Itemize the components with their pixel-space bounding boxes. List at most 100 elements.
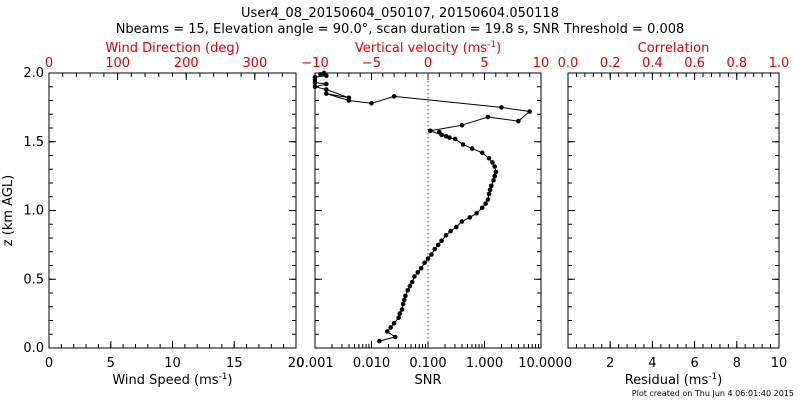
velocity-point bbox=[409, 279, 415, 285]
bottom-axis-label: Residual (ms-1) bbox=[625, 372, 723, 388]
top-tick-label: 5 bbox=[480, 56, 488, 71]
velocity-point bbox=[479, 150, 485, 156]
bottom-tick-label: 10.000 bbox=[518, 356, 564, 371]
velocity-point bbox=[443, 134, 449, 139]
top-tick-label: 0.2 bbox=[600, 56, 621, 71]
top-axis-label: Wind Direction (deg) bbox=[105, 41, 239, 56]
velocity-point bbox=[489, 183, 494, 189]
top-tick-label: 0.0 bbox=[558, 56, 579, 71]
bottom-tick-label: 10 bbox=[771, 356, 788, 371]
velocity-point bbox=[443, 233, 449, 238]
velocity-point bbox=[459, 122, 465, 128]
bottom-tick-label: 6 bbox=[690, 356, 698, 371]
y-tick-label: 1.0 bbox=[23, 204, 44, 219]
velocity-point bbox=[312, 84, 318, 90]
velocity-point bbox=[452, 136, 458, 142]
plot-frame bbox=[48, 72, 297, 349]
velocity-point bbox=[467, 215, 473, 220]
top-tick-label: 300 bbox=[242, 56, 267, 71]
velocity-point bbox=[486, 156, 492, 161]
velocity-point bbox=[422, 260, 427, 266]
plot-frame bbox=[567, 72, 780, 349]
wind-panel: 0 5 10 15 20 Wind Speed (ms-1) 0 100 200 300Wind … bbox=[1, 41, 304, 388]
velocity-point bbox=[435, 242, 441, 248]
velocity-point bbox=[392, 334, 398, 340]
velocity-point bbox=[448, 228, 453, 234]
bottom-tick-label: 10 bbox=[164, 356, 181, 371]
velocity-point bbox=[483, 201, 488, 206]
velocity-point bbox=[412, 274, 417, 279]
velocity-point bbox=[429, 252, 434, 257]
velocity-point bbox=[485, 197, 491, 202]
top-axis-label: Vertical velocity (ms-1) bbox=[355, 40, 501, 56]
velocity-point bbox=[460, 142, 466, 147]
velocity-point bbox=[391, 321, 397, 326]
velocity-point bbox=[402, 297, 407, 303]
velocity-point bbox=[324, 91, 329, 96]
velocity-point bbox=[474, 211, 479, 216]
velocity-point bbox=[346, 95, 352, 101]
top-tick-label: 200 bbox=[174, 56, 199, 71]
bottom-axis-label: Wind Speed (ms-1) bbox=[112, 372, 232, 388]
velocity-point bbox=[491, 178, 496, 183]
velocity-point bbox=[459, 219, 465, 224]
bottom-tick-label: 15 bbox=[226, 356, 243, 371]
velocity-point bbox=[487, 187, 493, 193]
velocity-point bbox=[400, 301, 406, 307]
velocity-point bbox=[321, 70, 327, 76]
velocity-point bbox=[486, 191, 492, 197]
velocity-point bbox=[454, 224, 459, 230]
top-tick-label: 0.8 bbox=[726, 56, 747, 71]
bottom-tick-label: 0 bbox=[564, 356, 572, 371]
top-tick-label: 0.6 bbox=[684, 56, 705, 71]
snr-velocity-panel: 0.001 0.010 0.100 1.000 10.000 SNR −10 −5 0 5 10 Ve… bbox=[296, 40, 563, 388]
bottom-tick-label: 20 bbox=[288, 356, 305, 371]
velocity-point bbox=[425, 256, 431, 261]
top-axis-label: Correlation bbox=[638, 41, 710, 56]
velocity-point bbox=[415, 270, 421, 275]
bottom-tick-label: 8 bbox=[733, 356, 741, 371]
top-tick-label: 0 bbox=[424, 56, 432, 71]
top-tick-label: 1.0 bbox=[769, 56, 790, 71]
plot-created-note: Plot created on Thu Jun 4 06:01:40 2015 bbox=[632, 389, 794, 398]
top-tick-label: 10 bbox=[533, 56, 550, 71]
velocity-point bbox=[439, 132, 444, 138]
velocity-point bbox=[499, 105, 504, 110]
top-tick-label: −10 bbox=[301, 56, 328, 71]
y-tick-label: 2.0 bbox=[23, 66, 44, 81]
y-tick-label: 0.5 bbox=[23, 272, 44, 287]
top-tick-label: −5 bbox=[362, 56, 381, 71]
velocity-point bbox=[399, 307, 405, 312]
bottom-tick-label: 0.010 bbox=[353, 356, 390, 371]
y-tick-label: 1.5 bbox=[23, 135, 44, 150]
bottom-tick-label: 0.001 bbox=[296, 356, 333, 371]
velocity-point bbox=[469, 146, 475, 151]
bottom-tick-label: 0 bbox=[45, 356, 53, 371]
y-tick-label: 0.0 bbox=[23, 341, 44, 356]
top-tick-label: 100 bbox=[105, 56, 130, 71]
velocity-point bbox=[428, 128, 433, 134]
velocity-point bbox=[485, 114, 491, 120]
velocity-point bbox=[432, 246, 438, 252]
top-tick-label: 0.4 bbox=[642, 56, 663, 71]
velocity-profile-line bbox=[314, 72, 531, 342]
velocity-point bbox=[377, 338, 382, 344]
velocity-point bbox=[492, 164, 498, 169]
bottom-tick-label: 2 bbox=[606, 356, 614, 371]
velocity-point bbox=[490, 160, 495, 165]
velocity-point bbox=[407, 283, 413, 289]
bottom-axis-label: SNR bbox=[414, 373, 441, 388]
top-tick-label: 0 bbox=[45, 56, 53, 71]
figure-title: User4_08_20150604_050107, 20150604.05011… bbox=[241, 6, 559, 21]
velocity-point bbox=[516, 118, 521, 124]
velocity-point bbox=[369, 101, 374, 106]
velocity-point bbox=[388, 325, 394, 330]
velocity-point bbox=[418, 266, 424, 271]
velocity-point bbox=[439, 238, 444, 244]
velocity-point bbox=[479, 205, 485, 211]
bottom-tick-label: 4 bbox=[648, 356, 656, 371]
velocity-point bbox=[405, 288, 411, 293]
bottom-tick-label: 5 bbox=[107, 356, 115, 371]
velocity-point bbox=[397, 311, 403, 316]
